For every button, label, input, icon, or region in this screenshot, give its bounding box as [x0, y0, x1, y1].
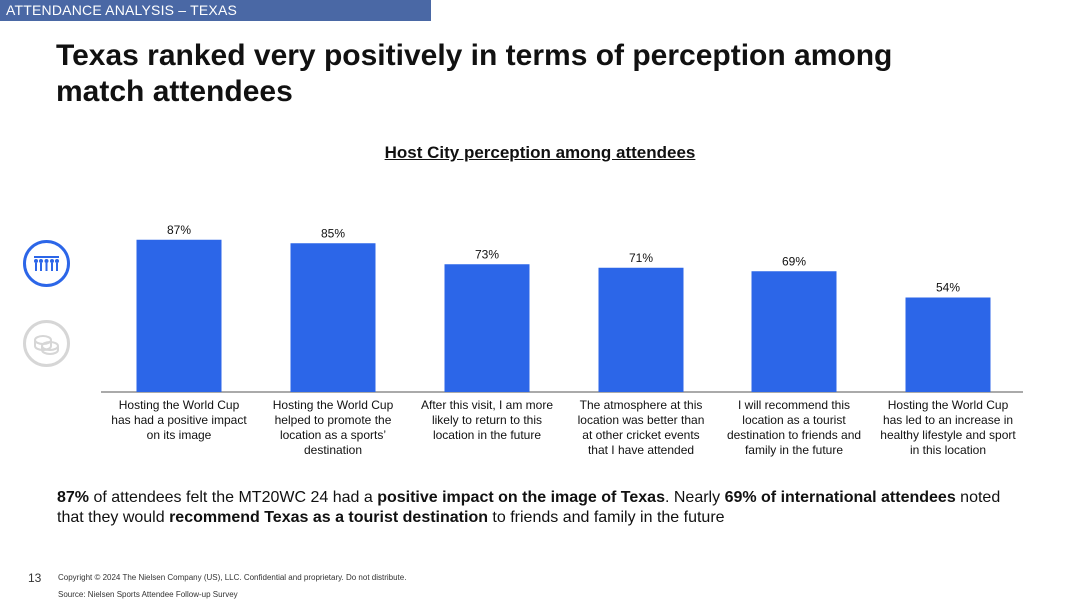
bar-4	[598, 267, 684, 392]
data-label-1: 87%	[167, 223, 191, 237]
summary-part-1: 87%	[57, 489, 90, 506]
category-label-5: I will recommend this location as a tour…	[726, 398, 862, 457]
coins-icon	[34, 335, 59, 355]
source-text: Source: Nielsen Sports Attendee Follow-u…	[58, 590, 238, 599]
summary-text: 87% of attendees felt the MT20WC 24 had …	[57, 488, 1017, 528]
summary-part-8: to friends and family in the future	[487, 509, 725, 526]
page-number: 13	[28, 571, 42, 585]
summary-part-7: recommend Texas as a tourist destination	[169, 509, 488, 526]
category-labels: Hosting the World Cup has had a positive…	[0, 398, 1080, 458]
attendees-icon	[34, 256, 59, 271]
bar-2	[290, 243, 376, 392]
data-label-4: 71%	[629, 251, 653, 265]
attendees-nav-button[interactable]	[23, 240, 70, 287]
page-title: Texas ranked very positively in terms of…	[56, 39, 893, 108]
data-label-3: 73%	[475, 247, 499, 261]
bar-6	[905, 297, 991, 392]
bar-3	[444, 264, 530, 392]
data-label-6: 54%	[936, 281, 960, 295]
data-label-5: 69%	[782, 254, 806, 268]
coins-nav-button[interactable]	[23, 320, 70, 367]
data-label-2: 85%	[321, 226, 345, 240]
category-label-4: The atmosphere at this location was bett…	[577, 398, 705, 457]
category-label-6: Hosting the World Cup has led to an incr…	[880, 398, 1016, 457]
summary-part-4: . Nearly	[664, 489, 725, 506]
section-tag: ATTENDANCE ANALYSIS – TEXAS	[0, 0, 431, 21]
bar-5	[751, 271, 837, 392]
summary-part-2: of attendees felt the MT20WC 24 had a	[89, 489, 378, 506]
chart-title: Host City perception among attendees	[384, 143, 696, 162]
bar-1	[136, 239, 222, 392]
copyright-text: Copyright © 2024 The Nielsen Company (US…	[58, 573, 407, 582]
category-label-1: Hosting the World Cup has had a positive…	[111, 398, 247, 442]
summary-part-5: 69% of international attendees	[724, 489, 956, 506]
summary-part-6: noted that they would	[57, 489, 1001, 526]
category-label-3: After this visit, I am more likely to re…	[420, 398, 554, 442]
category-label-2: Hosting the World Cup helped to promote …	[272, 398, 394, 457]
summary-part-3: positive impact on the image of Texas	[377, 489, 665, 506]
